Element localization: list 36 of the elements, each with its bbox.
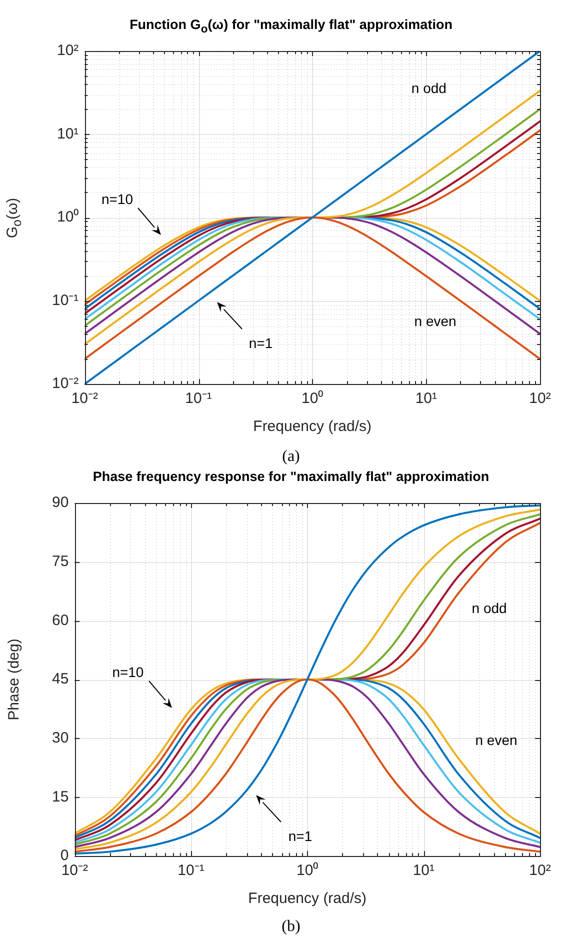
annotation: n odd: [411, 80, 446, 96]
x-tick-label: 10⁻¹: [185, 390, 212, 408]
annotation: n=1: [288, 828, 312, 844]
x-axis-title: Frequency (rad/s): [253, 418, 372, 436]
y-tick-label: 10⁻¹: [52, 292, 79, 309]
y-tick-label: 10⁻²: [52, 375, 79, 392]
y-tick-label: 10⁰: [56, 208, 79, 226]
y-tick-label: 10²: [56, 42, 79, 60]
annotation: n odd: [472, 600, 507, 616]
x-tick-label: 10¹: [412, 862, 435, 880]
y-tick-label: 90: [52, 494, 69, 512]
x-tick-label: 10²: [529, 862, 551, 880]
x-tick-label: 10⁻²: [71, 390, 98, 408]
y-tick-label: 0: [60, 847, 69, 864]
x-tick-label: 10⁻¹: [178, 862, 204, 880]
x-tick-label: 10⁰: [296, 862, 318, 880]
chart-title: Function G$_{o}$(ω) for "maximally flat" approximation: [128, 16, 454, 36]
annotation: n even: [475, 732, 518, 748]
annotation: n=10: [101, 190, 133, 207]
x-tick-label: 10⁰: [301, 390, 324, 408]
y-tick-label: 15: [52, 788, 69, 806]
x-axis-title: Frequency (rad/s): [248, 890, 367, 908]
y-tick-label: 60: [52, 612, 69, 629]
x-tick-label: 10¹: [415, 390, 438, 408]
y-tick-label: 45: [52, 670, 69, 688]
chart-title: Phase frequency response for "maximally flat" approximation: [92, 468, 490, 486]
annotation: n=10: [112, 664, 144, 680]
x-tick-label: 10²: [529, 390, 551, 408]
y-tick-label: 30: [52, 729, 69, 746]
y-axis-title: Phase (deg): [5, 638, 22, 720]
y-tick-label: 10¹: [56, 125, 79, 142]
text: (b): [280, 918, 302, 936]
y-tick-label: 75: [52, 552, 69, 570]
annotation: n even: [414, 313, 456, 330]
text: (a): [281, 448, 301, 466]
annotation: n=1: [248, 335, 273, 352]
